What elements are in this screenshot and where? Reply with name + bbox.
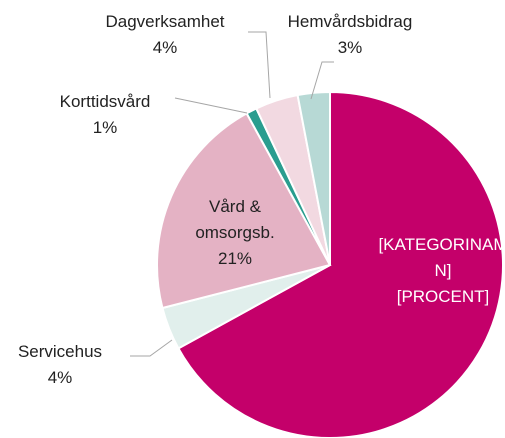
slice bbox=[296, 90, 331, 266]
slice-name: Hemvårdsbidrag bbox=[287, 12, 413, 31]
leader-line bbox=[248, 31, 271, 99]
leader-line bbox=[174, 97, 248, 114]
slice-label: Korttidsvård 1% bbox=[30, 89, 180, 141]
slice-value: 4% bbox=[47, 368, 73, 387]
slice bbox=[177, 90, 504, 438]
slice-value: [PROCENT] bbox=[396, 287, 490, 306]
slice-label: Dagverksamhet 4% bbox=[70, 9, 260, 61]
slices bbox=[156, 90, 504, 438]
slice-label: Hemvårdsbidrag 3% bbox=[270, 9, 430, 61]
slice-name: Servicehus bbox=[17, 342, 103, 361]
slice-label: Servicehus 4% bbox=[5, 339, 115, 391]
slice-name: Dagverksamhet bbox=[105, 12, 225, 31]
slice-label: Vård & omsorgsb. 21% bbox=[180, 194, 290, 272]
slice-label: [KATEGORINAMN] [PROCENT] bbox=[378, 232, 505, 310]
slice-value: 3% bbox=[337, 38, 363, 57]
leader-line bbox=[310, 61, 334, 100]
slice-name: [KATEGORINAMN] bbox=[378, 235, 505, 280]
slice-value: 4% bbox=[152, 38, 178, 57]
slice-value: 21% bbox=[217, 249, 253, 268]
slice-name: Vård & omsorgsb. bbox=[195, 197, 275, 242]
slice-name: Korttidsvård bbox=[59, 92, 151, 111]
slice-value: 1% bbox=[92, 118, 118, 137]
leader-lines bbox=[130, 31, 334, 357]
slice bbox=[156, 112, 332, 310]
leader-line bbox=[130, 339, 173, 357]
